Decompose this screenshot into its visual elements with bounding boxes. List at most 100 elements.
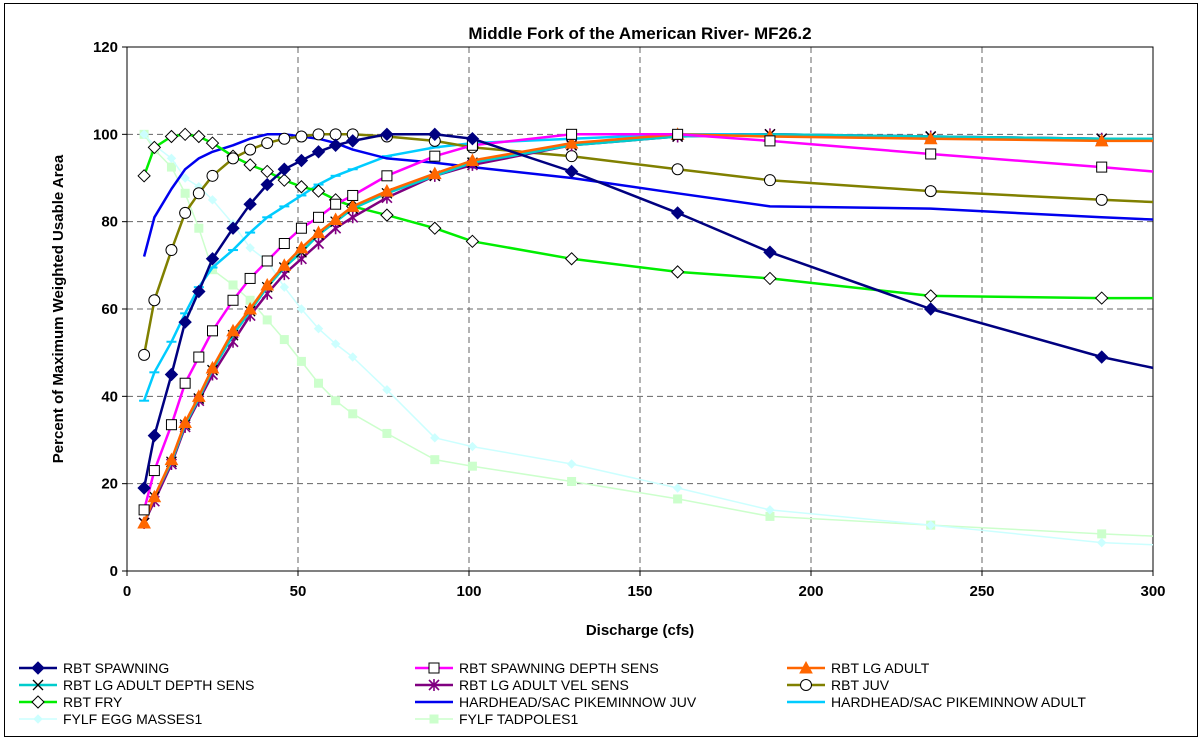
- legend-item: FYLF TADPOLES1: [415, 711, 579, 727]
- data-point: [139, 129, 149, 140]
- data-point: [465, 234, 480, 249]
- data-point: [277, 162, 292, 176]
- data-point: [165, 244, 178, 257]
- data-point: [328, 212, 343, 225]
- data-point: [148, 294, 161, 307]
- data-point: [138, 504, 150, 516]
- data-point: [31, 695, 45, 709]
- data-point: [244, 272, 256, 284]
- data-point: [193, 351, 205, 363]
- data-point: [148, 465, 160, 477]
- data-point: [191, 389, 206, 402]
- data-point: [137, 515, 151, 529]
- y-tick-label: 60: [101, 301, 118, 318]
- y-tick-label: 20: [101, 476, 118, 493]
- data-point: [1094, 350, 1109, 364]
- data-point: [147, 140, 162, 155]
- data-point: [923, 131, 938, 145]
- y-axis-label: Percent of Maximum Weighted Usable Area: [50, 154, 67, 463]
- data-point: [467, 461, 477, 471]
- legend-label: RBT JUV: [831, 677, 890, 693]
- data-point: [380, 184, 394, 197]
- data-point: [763, 271, 777, 286]
- data-point: [243, 301, 257, 315]
- data-point: [565, 150, 578, 163]
- data-point: [429, 714, 439, 724]
- data-point: [194, 223, 204, 233]
- legend-item: RBT LG ADULT DEPTH SENS: [19, 677, 254, 693]
- data-point: [331, 396, 341, 406]
- data-point: [329, 128, 342, 141]
- data-point: [799, 660, 813, 674]
- data-point: [277, 173, 292, 187]
- series-3: [137, 127, 1153, 529]
- data-point: [564, 136, 579, 149]
- data-point: [261, 137, 274, 150]
- data-point: [179, 377, 191, 389]
- data-point: [243, 158, 257, 172]
- x-tick-label: 50: [290, 583, 307, 600]
- data-point: [207, 195, 218, 205]
- data-point: [564, 252, 579, 266]
- data-point: [260, 177, 274, 192]
- y-tick-label: 100: [93, 126, 118, 143]
- x-axis-label: Discharge (cfs): [586, 622, 694, 639]
- data-point: [567, 476, 577, 486]
- data-point: [192, 284, 206, 299]
- legend-label: RBT LG ADULT VEL SENS: [459, 677, 629, 693]
- data-point: [262, 315, 272, 325]
- data-point: [380, 208, 394, 222]
- legend-label: RBT LG ADULT DEPTH SENS: [63, 677, 254, 693]
- chart-frame: 0 50 100 150 200 250 300 0 20 40 60 80 100 120 Middle…: [4, 3, 1198, 737]
- data-point: [206, 169, 219, 182]
- data-point: [165, 419, 177, 431]
- data-point: [430, 433, 440, 443]
- data-point: [566, 459, 577, 469]
- data-point: [178, 415, 192, 429]
- data-point: [429, 150, 441, 162]
- data-point: [244, 143, 257, 156]
- x-tick-label: 150: [627, 583, 652, 600]
- data-point: [311, 225, 326, 239]
- y-tick-label: 80: [101, 214, 118, 231]
- data-point: [311, 145, 326, 159]
- data-point: [243, 197, 257, 211]
- data-point: [347, 211, 359, 224]
- data-point: [430, 455, 440, 465]
- data-point: [672, 128, 684, 140]
- legend-item: FYLF EGG MASSES1: [19, 711, 202, 727]
- data-point: [147, 489, 162, 503]
- axes: 0 50 100 150 200 250 300 0 20 40 60 80 100 120: [93, 39, 1166, 600]
- legend-item: RBT SPAWNING: [19, 660, 169, 676]
- data-point: [1096, 161, 1108, 173]
- data-point: [381, 170, 393, 182]
- legend-item: RBT SPAWNING DEPTH SENS: [415, 660, 659, 676]
- data-point: [428, 221, 442, 235]
- legend-label: HARDHEAD/SAC PIKEMINNOW ADULT: [831, 694, 1086, 710]
- legend-item: HARDHEAD/SAC PIKEMINNOW ADULT: [787, 694, 1086, 710]
- y-tick-label: 0: [110, 563, 118, 580]
- data-point: [296, 304, 307, 314]
- series-1: [137, 127, 1154, 495]
- data-point: [800, 679, 812, 691]
- data-point: [671, 163, 684, 176]
- data-point: [1094, 133, 1109, 147]
- data-point: [227, 152, 240, 165]
- series-group: [137, 127, 1154, 548]
- data-point: [467, 441, 478, 452]
- data-point: [346, 134, 360, 148]
- data-point: [294, 180, 309, 194]
- data-point: [311, 184, 326, 198]
- x-tick-label: 250: [969, 583, 994, 600]
- data-point: [923, 302, 938, 316]
- data-point: [348, 352, 358, 362]
- data-point: [137, 481, 151, 495]
- data-point: [428, 127, 442, 142]
- data-point: [465, 153, 480, 167]
- legend-label: FYLF TADPOLES1: [459, 711, 579, 727]
- data-point: [137, 169, 151, 183]
- data-point: [564, 164, 579, 179]
- data-point: [164, 452, 179, 466]
- legend-item: HARDHEAD/SAC PIKEMINNOW JUV: [415, 694, 697, 710]
- data-point: [328, 138, 343, 152]
